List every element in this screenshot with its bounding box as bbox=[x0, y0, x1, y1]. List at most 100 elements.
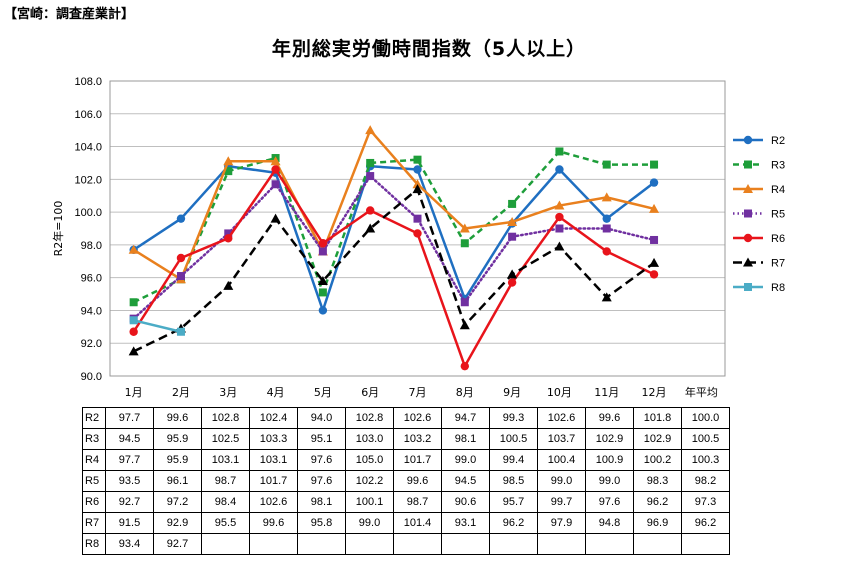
table-row: R5 93.5 96.1 98.7 101.7 97.6 102.2 99.6 94.5 98.5… bbox=[82, 470, 730, 492]
table-cell: 97.6 bbox=[585, 491, 634, 513]
data-point-r5 bbox=[318, 247, 327, 256]
table-cell: 99.6 bbox=[585, 407, 634, 429]
table-cell: 94.5 bbox=[441, 470, 490, 492]
table-cell: 105.0 bbox=[345, 449, 394, 471]
table-cell bbox=[297, 533, 346, 555]
y-tick-label: 104.0 bbox=[74, 142, 102, 154]
table-cell: 93.4 bbox=[105, 533, 154, 555]
table-row: R8 93.4 92.7 bbox=[82, 533, 730, 555]
table-row: R7 91.5 92.9 95.5 99.6 95.8 99.0 101.4 93.1 96.2 9… bbox=[82, 512, 730, 534]
data-point-r7 bbox=[270, 213, 281, 223]
data-point-r8 bbox=[129, 316, 138, 325]
table-cell: 103.2 bbox=[393, 428, 442, 450]
table-cell: 97.9 bbox=[537, 512, 586, 534]
table-row-header: R8 bbox=[82, 533, 106, 555]
table-cell: 100.9 bbox=[585, 449, 634, 471]
data-point-r5 bbox=[508, 232, 517, 241]
table-cell: 98.7 bbox=[393, 491, 442, 513]
table-row-header: R3 bbox=[82, 428, 106, 450]
x-tick-label: 年平均 bbox=[685, 385, 718, 399]
table-cell: 96.2 bbox=[681, 512, 730, 534]
table-cell: 103.1 bbox=[249, 449, 298, 471]
data-point-r6 bbox=[271, 165, 280, 174]
table-cell bbox=[681, 533, 730, 555]
table-cell: 97.3 bbox=[681, 491, 730, 513]
table-cell bbox=[201, 533, 250, 555]
data-point-r2 bbox=[176, 214, 186, 223]
legend-label-r5: R5 bbox=[771, 209, 785, 221]
x-tick-label: 2月 bbox=[172, 386, 190, 399]
data-point-r7 bbox=[365, 223, 376, 233]
data-point-r3 bbox=[508, 199, 517, 208]
data-point-r6 bbox=[507, 278, 517, 287]
data-point-r4 bbox=[649, 203, 660, 213]
data-point-r5 bbox=[271, 180, 280, 189]
table-cell bbox=[585, 533, 634, 555]
table-cell: 100.2 bbox=[633, 449, 682, 471]
table-cell: 94.5 bbox=[105, 428, 154, 450]
table-cell: 102.4 bbox=[249, 407, 298, 429]
data-point-r3 bbox=[129, 298, 138, 307]
x-tick-label: 1月 bbox=[125, 386, 143, 399]
table-cell: 96.1 bbox=[153, 470, 202, 492]
table-row: R2 97.7 99.6 102.8 102.4 94.0 102.8 102.6 94.7 99… bbox=[82, 407, 730, 429]
data-point-r7 bbox=[649, 257, 660, 267]
table-cell: 100.4 bbox=[537, 449, 586, 471]
x-tick-label: 6月 bbox=[361, 386, 379, 399]
x-tick-label: 9月 bbox=[503, 386, 521, 399]
table-cell: 100.1 bbox=[345, 491, 394, 513]
table-cell: 96.2 bbox=[489, 512, 538, 534]
table-cell: 97.7 bbox=[105, 449, 154, 471]
table-row-header: R4 bbox=[82, 449, 106, 471]
x-tick-label: 5月 bbox=[314, 386, 332, 399]
data-point-r6 bbox=[413, 229, 422, 238]
table-cell: 101.4 bbox=[393, 512, 442, 534]
table-cell: 92.9 bbox=[153, 512, 202, 534]
table-row-header: R7 bbox=[82, 512, 106, 534]
data-point-r3 bbox=[224, 167, 233, 176]
data-point-r2 bbox=[318, 306, 328, 315]
x-tick-label: 3月 bbox=[219, 386, 237, 399]
data-point-r5 bbox=[555, 224, 564, 233]
data-point-r5 bbox=[224, 229, 233, 238]
data-point-r4 bbox=[128, 244, 139, 254]
table-cell: 94.7 bbox=[441, 407, 490, 429]
table-cell: 98.4 bbox=[201, 491, 250, 513]
legend-marker-r2 bbox=[743, 135, 753, 145]
table-row-header: R5 bbox=[82, 470, 106, 492]
data-point-r5 bbox=[650, 235, 659, 244]
table-cell: 102.8 bbox=[345, 407, 394, 429]
data-point-r4 bbox=[270, 156, 281, 166]
y-tick-label: 106.0 bbox=[74, 109, 102, 121]
x-tick-label: 10月 bbox=[547, 386, 572, 399]
data-point-r2 bbox=[649, 178, 659, 187]
data-point-r6 bbox=[365, 206, 375, 215]
legend-label-r8: R8 bbox=[771, 282, 785, 294]
table-cell: 95.1 bbox=[297, 428, 346, 450]
data-point-r7 bbox=[223, 280, 234, 290]
data-point-r7 bbox=[412, 184, 423, 194]
data-point-r7 bbox=[128, 346, 139, 356]
table-cell: 99.6 bbox=[249, 512, 298, 534]
series-line-r2 bbox=[132, 164, 655, 312]
data-point-r6 bbox=[555, 212, 564, 222]
table-cell: 99.4 bbox=[489, 449, 538, 471]
data-point-r3 bbox=[650, 160, 659, 169]
data-point-r5 bbox=[366, 172, 375, 181]
table-row: R4 97.7 95.9 103.1 103.1 97.6 105.0 101.7 99.0 99… bbox=[82, 449, 730, 471]
table-cell: 102.5 bbox=[201, 428, 250, 450]
table-cell: 92.7 bbox=[153, 533, 202, 555]
data-point-r4 bbox=[412, 179, 423, 189]
data-point-r4 bbox=[554, 200, 565, 210]
data-point-r7 bbox=[601, 292, 612, 302]
table-cell: 93.5 bbox=[105, 470, 154, 492]
legend-label-r7: R7 bbox=[771, 258, 785, 270]
table-cell: 99.0 bbox=[345, 512, 394, 534]
table-cell: 103.3 bbox=[249, 428, 298, 450]
table-cell: 95.5 bbox=[201, 512, 250, 534]
data-point-r6 bbox=[649, 270, 659, 279]
x-tick-label: 11月 bbox=[594, 386, 619, 399]
data-point-r5 bbox=[602, 224, 611, 233]
legend-marker-r7 bbox=[743, 257, 753, 267]
table-cell: 101.8 bbox=[633, 407, 682, 429]
